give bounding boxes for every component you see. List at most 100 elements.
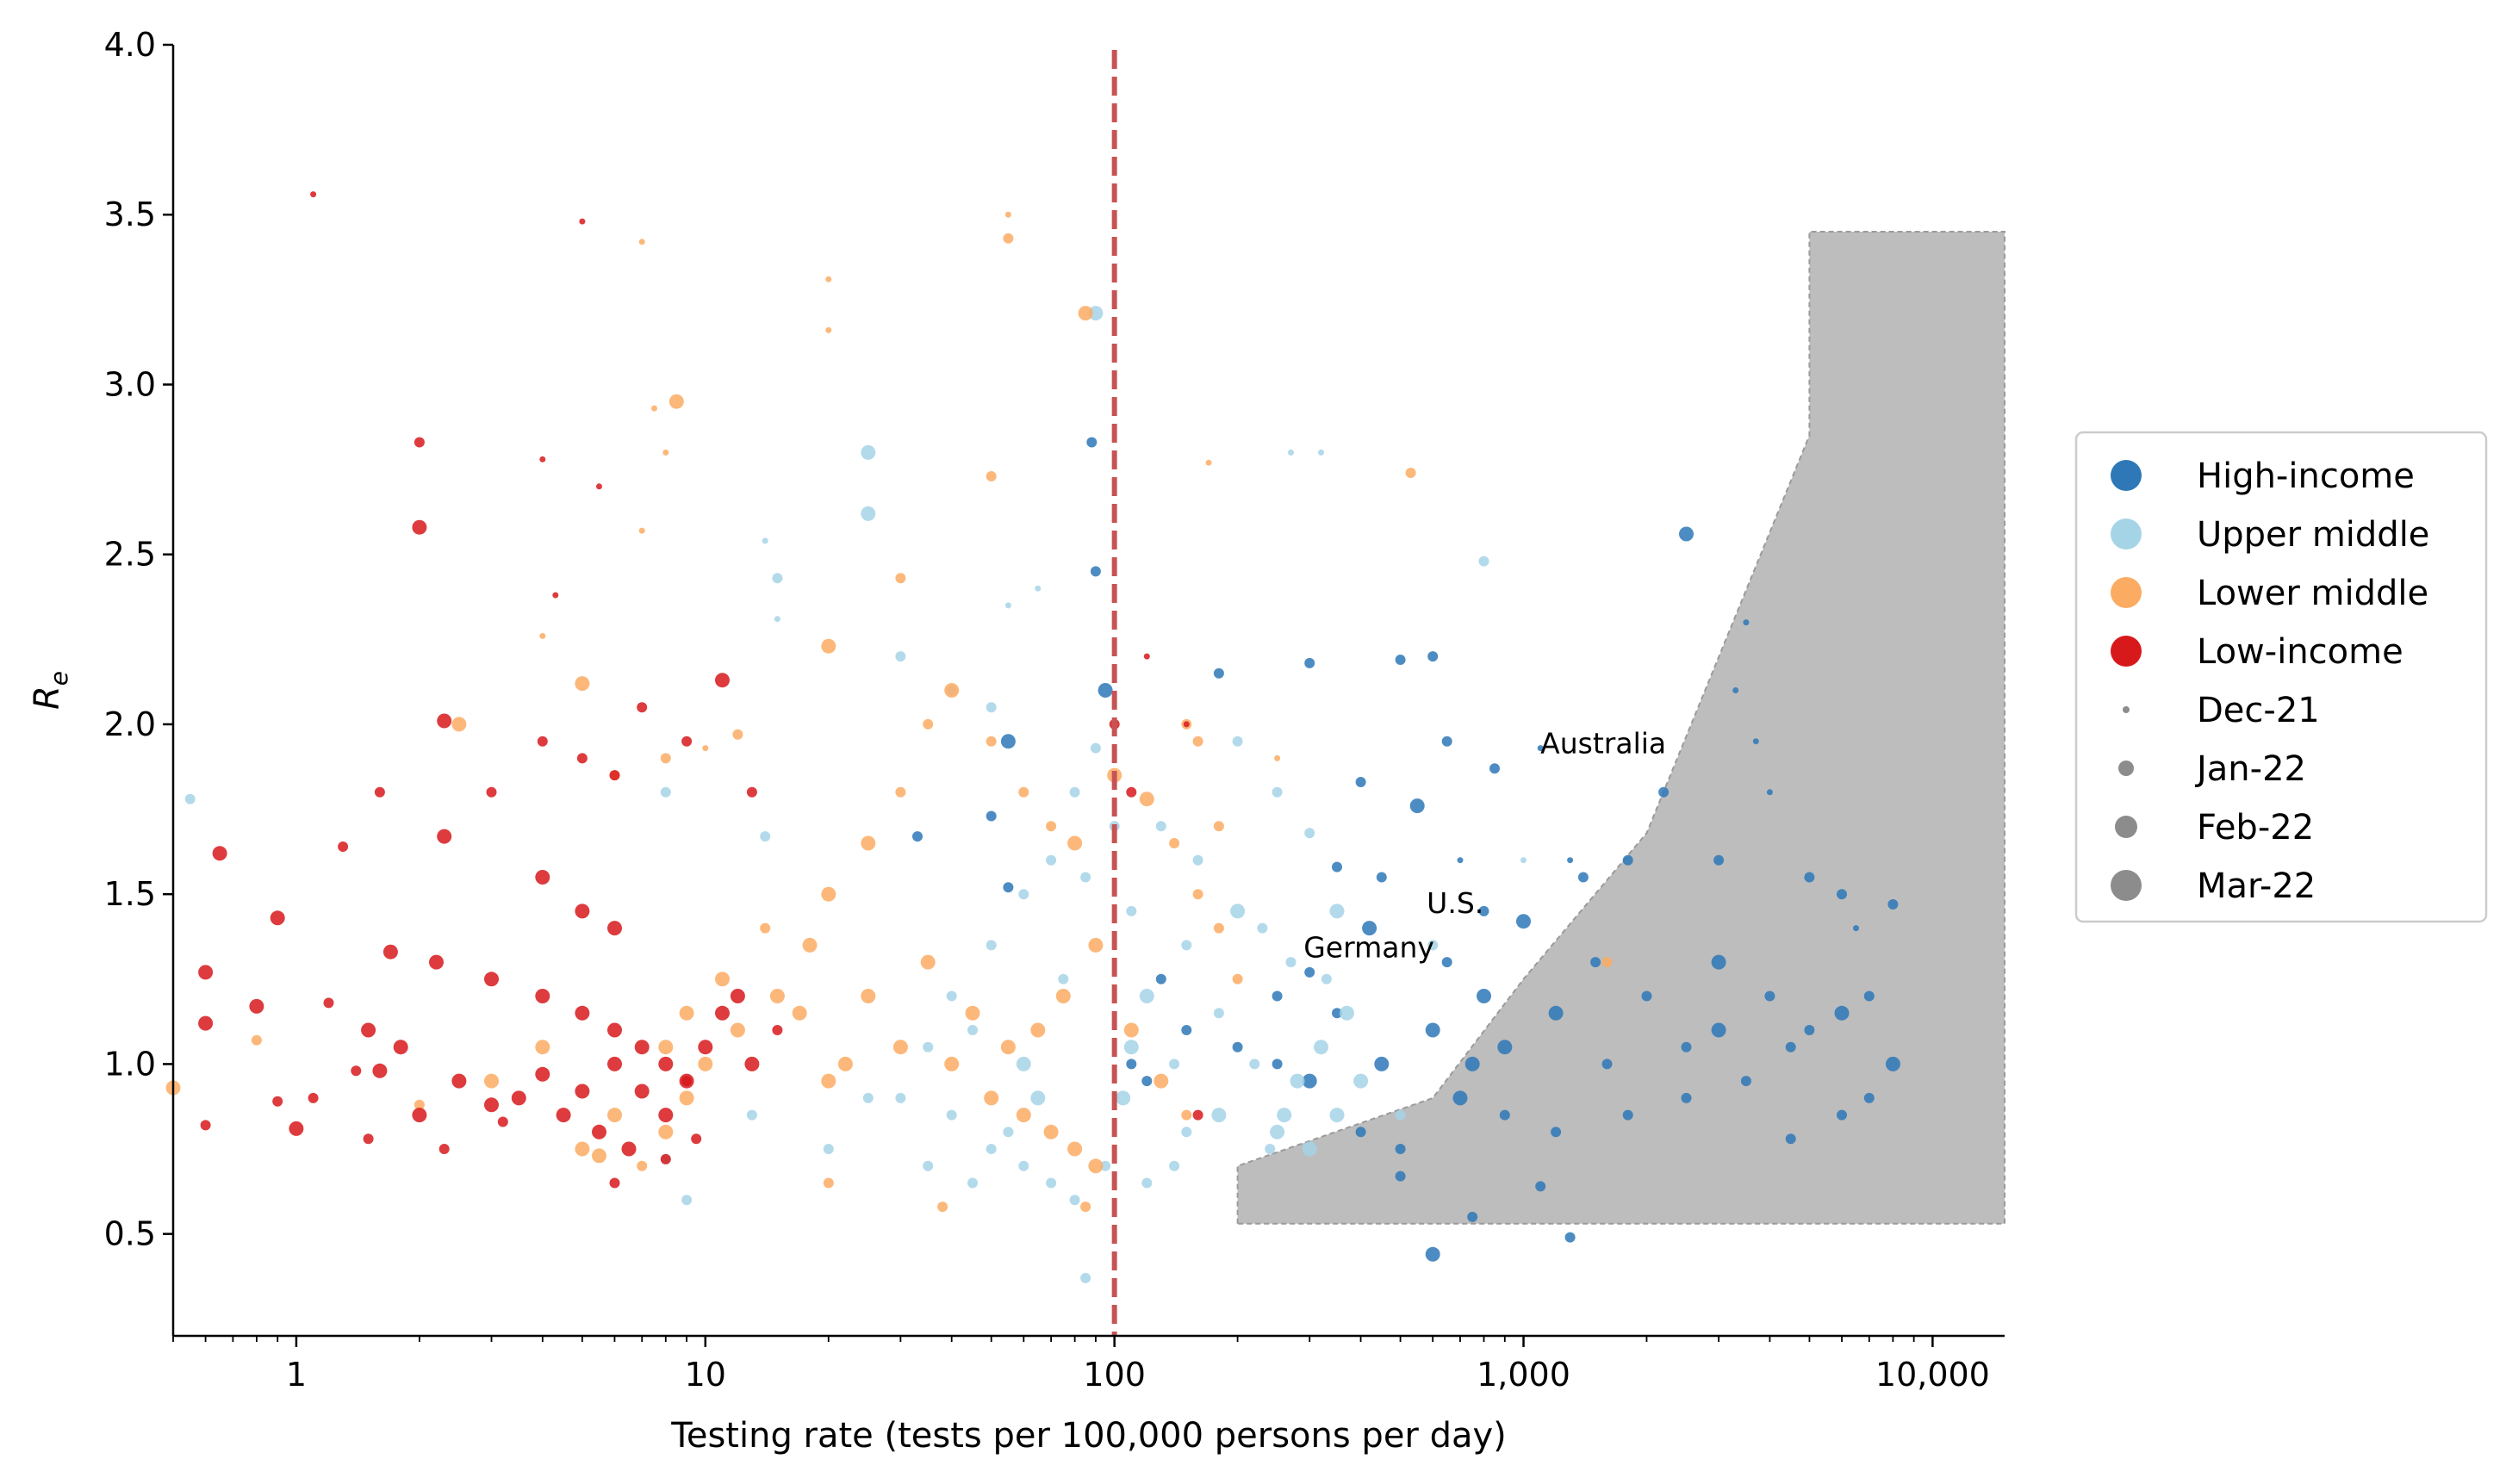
data-point bbox=[552, 592, 559, 599]
data-point bbox=[668, 394, 684, 409]
legend-label: Upper middle bbox=[2197, 515, 2429, 555]
data-point bbox=[412, 1108, 427, 1123]
data-point bbox=[802, 937, 818, 953]
x-tick-label: 1 bbox=[286, 1356, 307, 1394]
data-point bbox=[511, 1090, 526, 1106]
data-point bbox=[338, 841, 349, 852]
data-point bbox=[861, 835, 876, 851]
legend-label: Jan-22 bbox=[2194, 749, 2306, 789]
data-point bbox=[1285, 957, 1297, 968]
data-point bbox=[607, 1108, 622, 1123]
data-point bbox=[1395, 1170, 1406, 1182]
data-point bbox=[1126, 1059, 1137, 1070]
data-point bbox=[323, 997, 334, 1009]
data-point bbox=[1035, 585, 1042, 592]
data-point bbox=[1272, 1059, 1283, 1070]
data-point bbox=[1090, 742, 1101, 754]
data-point bbox=[1192, 854, 1203, 866]
data-point bbox=[1290, 1073, 1305, 1089]
data-point bbox=[1318, 449, 1324, 456]
data-point bbox=[698, 1056, 713, 1071]
data-point bbox=[1155, 973, 1166, 984]
data-point bbox=[825, 326, 832, 333]
legend-size-marker bbox=[2111, 870, 2142, 901]
data-point bbox=[1192, 1109, 1203, 1121]
series-low-income bbox=[198, 191, 1203, 1189]
data-point bbox=[837, 1056, 853, 1071]
data-point bbox=[1764, 990, 1775, 1002]
data-point bbox=[1564, 1232, 1576, 1243]
data-point bbox=[575, 676, 590, 692]
data-point bbox=[1277, 1108, 1292, 1123]
data-point bbox=[596, 483, 602, 490]
data-point bbox=[537, 736, 548, 747]
data-point bbox=[1441, 957, 1452, 968]
data-point bbox=[1183, 721, 1190, 728]
data-point bbox=[1752, 738, 1759, 745]
data-point bbox=[638, 527, 645, 534]
high-testing-region bbox=[1236, 231, 2005, 1225]
data-point bbox=[1863, 990, 1875, 1002]
data-point bbox=[1211, 1108, 1227, 1123]
data-point bbox=[1535, 1181, 1546, 1192]
data-point bbox=[660, 753, 671, 764]
data-point bbox=[986, 736, 997, 747]
data-point bbox=[1641, 990, 1652, 1002]
data-point bbox=[861, 444, 876, 460]
data-point bbox=[1601, 957, 1613, 968]
data-point bbox=[637, 702, 648, 713]
data-point bbox=[772, 573, 783, 584]
legend-size-marker bbox=[2115, 816, 2137, 838]
y-tick-label: 4.0 bbox=[104, 26, 156, 64]
data-point bbox=[1230, 903, 1246, 919]
data-point bbox=[1590, 957, 1601, 968]
data-point bbox=[1090, 566, 1101, 577]
data-point bbox=[1329, 1108, 1345, 1123]
data-point bbox=[1395, 1144, 1406, 1154]
y-tick-label: 3.0 bbox=[104, 365, 156, 403]
data-point bbox=[1332, 861, 1342, 872]
data-point bbox=[1169, 1160, 1180, 1171]
data-point bbox=[658, 1124, 674, 1139]
data-point bbox=[1622, 854, 1633, 866]
data-point bbox=[575, 1084, 590, 1099]
data-point bbox=[1395, 1109, 1406, 1121]
data-point bbox=[1086, 437, 1098, 448]
data-point bbox=[1321, 973, 1332, 984]
data-point bbox=[1551, 1127, 1562, 1138]
data-point bbox=[1067, 1141, 1083, 1157]
data-point bbox=[374, 786, 385, 798]
data-point bbox=[609, 770, 620, 781]
data-point bbox=[965, 1005, 980, 1021]
data-point bbox=[986, 702, 997, 713]
data-point bbox=[1452, 1090, 1468, 1106]
data-point bbox=[986, 471, 997, 481]
data-point bbox=[437, 713, 452, 729]
data-point bbox=[732, 729, 743, 740]
data-point bbox=[1658, 786, 1670, 798]
data-point bbox=[1018, 1160, 1029, 1171]
data-point bbox=[946, 1109, 957, 1121]
data-point bbox=[1427, 940, 1439, 951]
legend-marker bbox=[2111, 636, 2142, 667]
data-point bbox=[1834, 1005, 1850, 1021]
data-point bbox=[702, 745, 709, 752]
data-point bbox=[769, 989, 785, 1003]
data-point bbox=[1030, 1022, 1046, 1038]
legend-label: Feb-22 bbox=[2197, 808, 2314, 848]
data-point bbox=[308, 1092, 319, 1103]
data-point bbox=[1046, 821, 1057, 832]
data-point bbox=[1213, 821, 1224, 832]
data-point bbox=[1785, 1041, 1796, 1052]
data-point bbox=[1141, 1177, 1153, 1189]
data-point bbox=[861, 989, 876, 1003]
data-point bbox=[1853, 925, 1859, 932]
data-point bbox=[923, 1041, 934, 1052]
data-point bbox=[1139, 989, 1154, 1003]
axes: 0.5 1.0 1.5 2.0 2.5 3.0 3.5 4.0 1 10 100 1,000 10,00… bbox=[28, 26, 2005, 1456]
data-point bbox=[1249, 1059, 1260, 1070]
data-point bbox=[607, 921, 622, 936]
data-point bbox=[1405, 468, 1416, 478]
data-point bbox=[1003, 233, 1014, 244]
legend: High-income Upper middle Lower middle Low-i… bbox=[2074, 431, 2488, 923]
